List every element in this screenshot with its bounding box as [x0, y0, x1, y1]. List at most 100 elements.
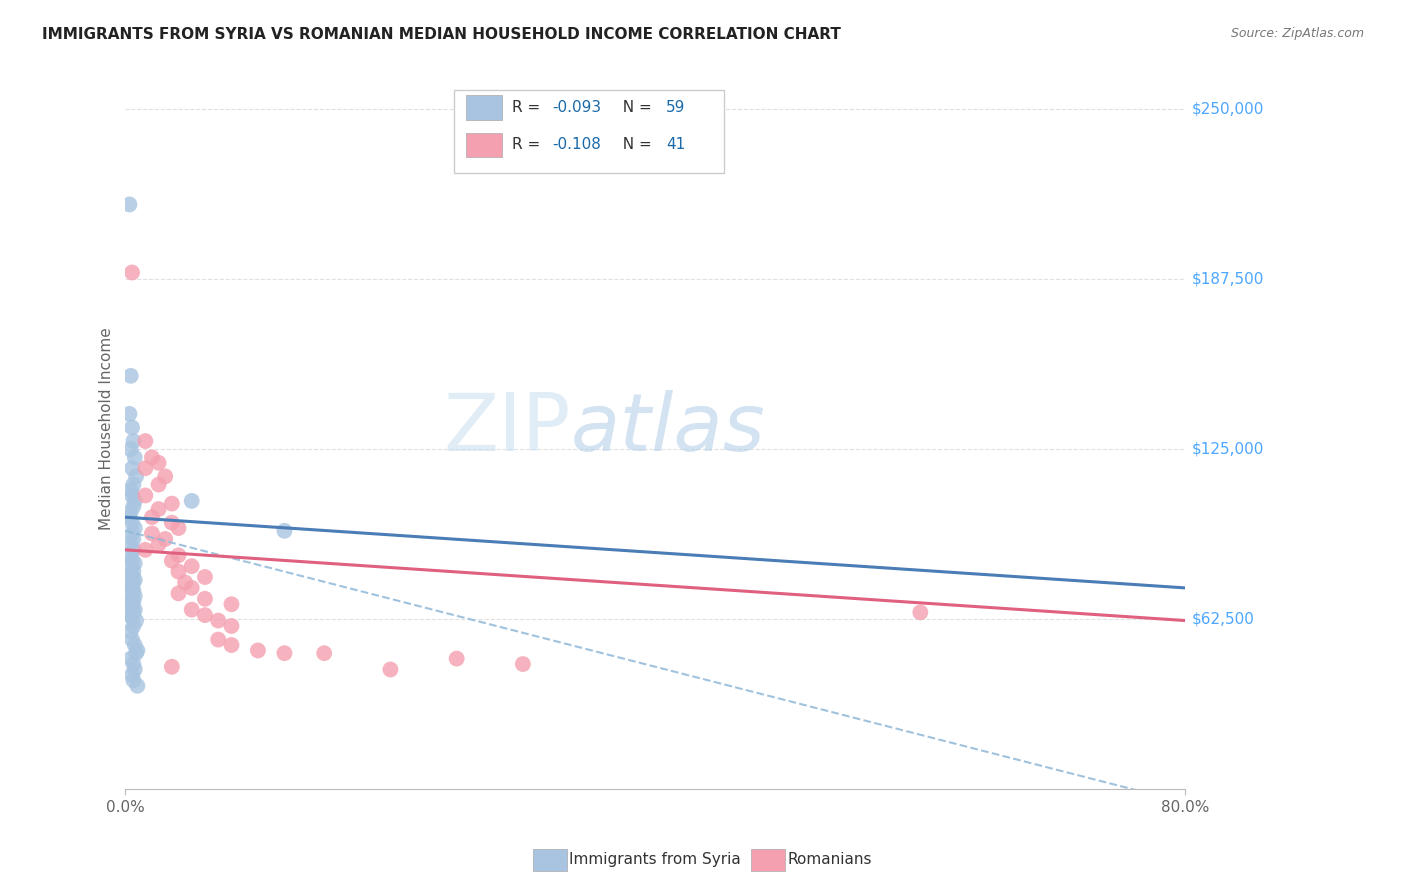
Point: [380, 663, 402, 677]
Point: [124, 638, 146, 652]
Point: [120, 549, 142, 563]
Point: [122, 542, 145, 557]
Point: [910, 606, 932, 620]
Point: [167, 521, 190, 535]
Point: [124, 557, 146, 571]
Point: [180, 559, 202, 574]
Point: [122, 575, 145, 590]
Point: [118, 407, 141, 421]
Point: [194, 608, 217, 623]
Point: [141, 450, 163, 465]
Point: [120, 505, 142, 519]
Point: [174, 575, 197, 590]
Point: [121, 554, 143, 568]
Text: atlas: atlas: [571, 390, 765, 467]
Point: [221, 638, 243, 652]
Point: [121, 611, 143, 625]
Point: [121, 668, 143, 682]
Point: [120, 597, 142, 611]
Point: [134, 434, 156, 448]
Point: [148, 477, 170, 491]
Point: [122, 673, 145, 688]
Text: ZIP: ZIP: [443, 390, 571, 467]
Point: [134, 461, 156, 475]
Point: [148, 537, 170, 551]
Point: [194, 591, 217, 606]
Point: [180, 602, 202, 616]
Text: Romanians: Romanians: [787, 853, 872, 867]
Text: 41: 41: [666, 137, 685, 153]
Point: [125, 614, 148, 628]
Point: [124, 521, 146, 535]
Point: [121, 265, 143, 279]
Point: [121, 559, 143, 574]
Point: [180, 581, 202, 595]
Point: [121, 632, 143, 647]
Point: [118, 197, 141, 211]
Point: [122, 619, 145, 633]
Point: [127, 643, 149, 657]
Point: [134, 542, 156, 557]
Point: [127, 679, 149, 693]
Point: [118, 510, 141, 524]
Point: [121, 516, 143, 530]
Point: [160, 516, 183, 530]
Point: [141, 510, 163, 524]
Text: $62,500: $62,500: [1192, 612, 1254, 627]
Point: [160, 497, 183, 511]
Point: [273, 646, 295, 660]
Point: [121, 581, 143, 595]
Point: [148, 456, 170, 470]
Text: $250,000: $250,000: [1192, 102, 1264, 117]
Text: 59: 59: [666, 100, 685, 115]
Point: [167, 586, 190, 600]
Point: [167, 549, 190, 563]
Point: [124, 589, 146, 603]
Point: [134, 488, 156, 502]
Text: R =: R =: [512, 137, 546, 153]
Point: [121, 461, 143, 475]
Point: [124, 494, 146, 508]
Text: -0.108: -0.108: [553, 137, 602, 153]
FancyBboxPatch shape: [465, 95, 502, 120]
Point: [121, 599, 143, 614]
Point: [121, 488, 143, 502]
Point: [446, 651, 468, 665]
Point: [122, 565, 145, 579]
Point: [155, 469, 177, 483]
Point: [122, 657, 145, 671]
Point: [207, 632, 229, 647]
Point: [160, 660, 183, 674]
Text: $187,500: $187,500: [1192, 272, 1264, 286]
Point: [207, 614, 229, 628]
Point: [122, 606, 145, 620]
FancyBboxPatch shape: [465, 133, 502, 157]
Point: [120, 586, 142, 600]
Point: [120, 624, 142, 639]
Point: [120, 442, 142, 457]
Point: [120, 537, 142, 551]
Text: Source: ZipAtlas.com: Source: ZipAtlas.com: [1230, 27, 1364, 40]
Point: [180, 494, 202, 508]
Text: N =: N =: [613, 100, 657, 115]
Point: [246, 643, 269, 657]
Point: [124, 573, 146, 587]
Point: [314, 646, 336, 660]
Point: [141, 526, 163, 541]
Point: [121, 591, 143, 606]
Point: [120, 483, 142, 497]
Point: [512, 657, 534, 671]
Point: [122, 477, 145, 491]
Point: [122, 583, 145, 598]
FancyBboxPatch shape: [454, 90, 724, 173]
Point: [120, 567, 142, 582]
Point: [221, 619, 243, 633]
Point: [121, 420, 143, 434]
Point: [120, 608, 142, 623]
Text: $125,000: $125,000: [1192, 442, 1264, 457]
Text: R =: R =: [512, 100, 546, 115]
Point: [120, 651, 142, 665]
Point: [155, 532, 177, 546]
Point: [194, 570, 217, 584]
Point: [125, 646, 148, 660]
